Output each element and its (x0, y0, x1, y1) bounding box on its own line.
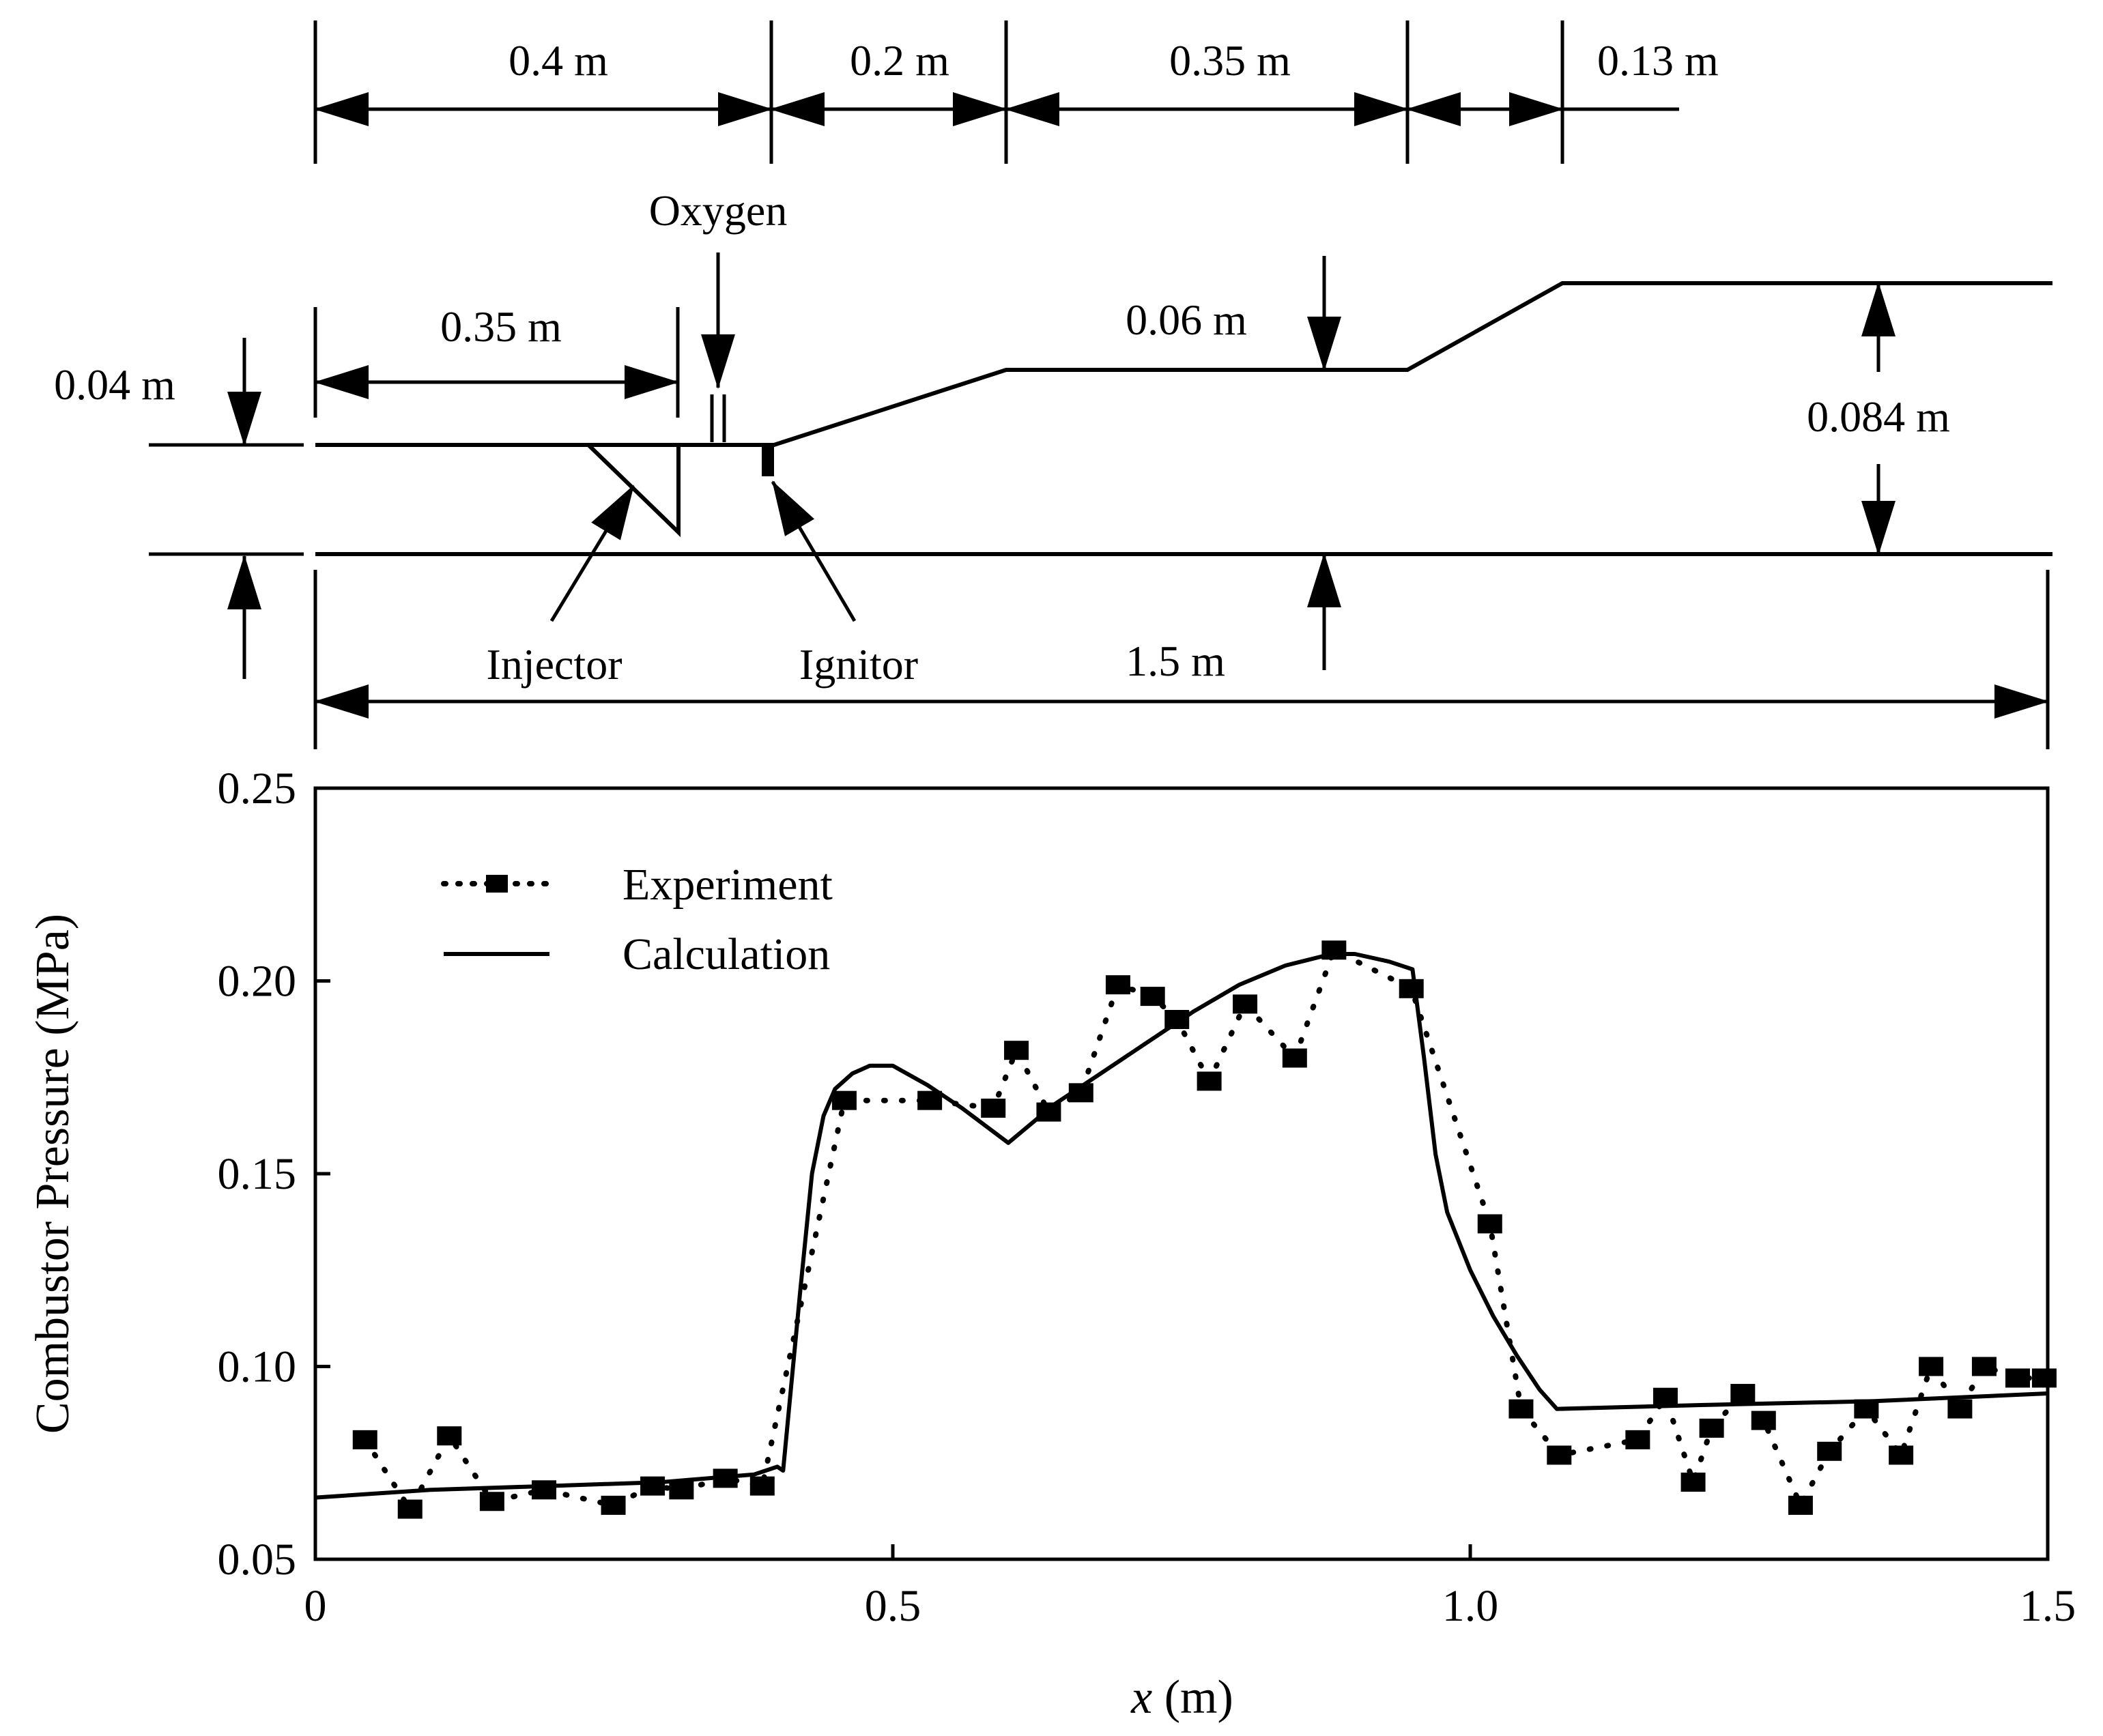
experiment-point (1399, 979, 1424, 998)
experiment-point (1140, 987, 1165, 1007)
y-tick-label: 0.20 (218, 957, 297, 1007)
dim-label-0p4: 0.4 m (509, 36, 608, 85)
x-tick-label: 0 (304, 1581, 327, 1631)
y-tick-label: 0.25 (218, 764, 297, 813)
experiment-point (1817, 1441, 1842, 1461)
x-axis-label: x (m) (1130, 1671, 1233, 1724)
series-experiment-dots (362, 946, 2047, 1515)
y-tick-label: 0.15 (218, 1149, 297, 1199)
experiment-point (1197, 1071, 1222, 1091)
experiment-point (1004, 1041, 1029, 1060)
experiment-point (669, 1480, 694, 1500)
experiment-point (831, 1090, 857, 1110)
experiment-point (1971, 1357, 1997, 1376)
legend-experiment-marker (486, 875, 508, 893)
experiment-point (1889, 1445, 1914, 1465)
experiment-point (1233, 994, 1258, 1014)
ignitor (762, 445, 774, 476)
x-axis-label-var: x (1130, 1671, 1152, 1724)
dim-label-exit-height: 0.084 m (1807, 392, 1950, 441)
x-ticks: 0 0.5 1.0 1.5 (304, 1544, 2076, 1631)
experiment-point (1680, 1473, 1706, 1492)
legend-experiment-label: Experiment (623, 860, 833, 910)
experiment-point (479, 1492, 504, 1511)
experiment-point (601, 1495, 626, 1515)
y-tick-label: 0.05 (218, 1535, 297, 1585)
experiment-point (352, 1430, 377, 1449)
y-axis-label: Combustor Pressure (MPa) (27, 914, 79, 1434)
dim-label-0p2: 0.2 m (850, 36, 949, 85)
experiment-point (1282, 1048, 1307, 1068)
dim-label-injector-length: 0.35 m (440, 302, 562, 351)
experiment-point (1730, 1384, 1756, 1404)
dim-label-0p35: 0.35 m (1169, 36, 1291, 85)
experiment-point (1625, 1430, 1650, 1449)
x-tick-label: 1.0 (1442, 1581, 1499, 1631)
experiment-point (1653, 1387, 1678, 1407)
experiment-point (532, 1480, 557, 1500)
experiment-point (437, 1426, 462, 1446)
injector-label: Injector (487, 640, 623, 689)
experiment-point (981, 1098, 1006, 1118)
x-tick-label: 1.5 (2020, 1581, 2076, 1631)
legend-calculation-label: Calculation (623, 929, 830, 979)
chart: 0 0.5 1.0 1.5 0.05 0.10 0.15 0.20 0.25 Experime… (27, 764, 2076, 1724)
experiment-point (1477, 1214, 1502, 1234)
experiment-point (1699, 1418, 1724, 1438)
dim-label-inlet-height: 0.04 m (54, 360, 175, 409)
experiment-point (1105, 975, 1130, 995)
oxygen-label: Oxygen (649, 186, 788, 235)
experiment-point (1788, 1495, 1813, 1515)
experiment-point (749, 1476, 775, 1496)
injector-ramp (586, 443, 681, 538)
experiment-point (1947, 1399, 1973, 1419)
experiment-point (1508, 1399, 1534, 1419)
legend: Experiment Calculation (441, 860, 833, 979)
y-ticks: 0.05 0.10 0.15 0.20 0.25 (218, 764, 330, 1585)
x-tick-label: 0.5 (865, 1581, 921, 1631)
upper-wall (315, 281, 2052, 447)
series-calculation-line (315, 952, 2048, 1500)
experiment-point (397, 1499, 423, 1519)
experiment-point (2005, 1368, 2031, 1388)
experiment-point (1919, 1357, 1944, 1376)
schematic: 0.4 m 0.2 m 0.35 m 0.13 m Oxygen 0.35 m … (54, 20, 2052, 749)
dim-label-mid-height: 0.06 m (1126, 295, 1247, 344)
experiment-point (1751, 1410, 1776, 1430)
x-axis-label-unit: (m) (1152, 1671, 1233, 1724)
series-layer (315, 940, 2057, 1519)
ignitor-label: Ignitor (799, 640, 918, 689)
experiment-point (1547, 1445, 1572, 1465)
injector-pointer (549, 484, 635, 622)
ignitor-pointer (771, 480, 857, 622)
experiment-point (2031, 1368, 2057, 1388)
dim-label-0p13: 0.13 m (1597, 36, 1719, 85)
dim-label-total-length: 1.5 m (1126, 637, 1225, 685)
experiment-point (640, 1476, 666, 1496)
y-tick-label: 0.10 (218, 1342, 297, 1392)
plot-frame (313, 786, 2050, 1561)
